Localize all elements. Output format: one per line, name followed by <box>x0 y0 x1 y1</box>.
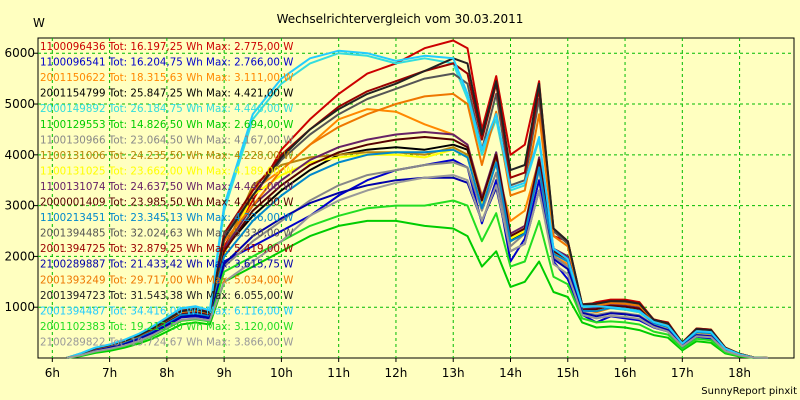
series-lines <box>66 39 769 359</box>
legend-entry: 2001393249 Tot: 29.717,00 Wh Max: 5.034,… <box>40 274 293 286</box>
legend-entry: 1100131074 Tot: 24.637,50 Wh Max: 4.442,… <box>40 181 293 193</box>
legend-entry: 1100131006 Tot: 24.235,50 Wh Max: 4.228,… <box>40 150 293 162</box>
x-tick-label: 17h <box>671 366 694 380</box>
x-tick-label: 16h <box>614 366 637 380</box>
series-line-16 <box>66 57 769 359</box>
legend-entry: 2000149892 Tot: 26.184,75 Wh Max: 4.446,… <box>40 103 293 115</box>
legend-entry: 2001154799 Tot: 25.847,25 Wh Max: 4.421,… <box>40 88 293 100</box>
legend-entry: 2000001409 Tot: 23.985,50 Wh Max: 4.411,… <box>40 197 293 209</box>
series-line-19 <box>66 174 769 359</box>
x-tick-label: 15h <box>556 366 579 380</box>
legend-entry: 2001394723 Tot: 31.543,38 Wh Max: 6.055,… <box>40 290 293 302</box>
y-tick-label: 5000 <box>4 97 35 111</box>
x-tick-label: 13h <box>442 366 465 380</box>
legend-entry: 2001394725 Tot: 32.879,25 Wh Max: 5.419,… <box>40 243 293 255</box>
y-tick-label: 2000 <box>4 249 35 263</box>
legend-entry: 1100130966 Tot: 23.064,50 Wh Max: 4.167,… <box>40 134 293 146</box>
x-tick-label: 9h <box>217 366 232 380</box>
legend-entry: 1100096436 Tot: 16.197,25 Wh Max: 2.775,… <box>40 41 293 53</box>
x-tick-label: 8h <box>159 366 174 380</box>
x-tick-label: 11h <box>327 366 350 380</box>
x-tick-label: 7h <box>102 366 117 380</box>
legend-entry: 2100289822 Tot: 19.724,67 Wh Max: 3.866,… <box>40 336 293 348</box>
y-tick-label: 3000 <box>4 199 35 213</box>
legend-entry: 2001102383 Tot: 19.213,50 Wh Max: 3.120,… <box>40 321 293 333</box>
footer-credit: SunnyReport pinxit <box>701 386 797 397</box>
x-tick-label: 12h <box>385 366 408 380</box>
x-tick-label: 6h <box>45 366 60 380</box>
legend-entry: 1100213451 Tot: 23.345,13 Wh Max: 4.236,… <box>40 212 293 224</box>
y-tick-label: 4000 <box>4 148 35 162</box>
x-tick-label: 18h <box>728 366 751 380</box>
y-axis-ticks: 1000 2000 3000 4000 5000 6000 <box>4 46 38 314</box>
legend-entry: 2001394487 Tot: 34.416,00 Wh Max: 6.116,… <box>40 305 293 317</box>
legend-entry: 1100096541 Tot: 16.204,75 Wh Max: 2.766,… <box>40 57 293 69</box>
legend-entry: 1100131025 Tot: 23.662,00 Wh Max: 4.189,… <box>40 165 293 177</box>
series-line-5 <box>66 219 769 359</box>
series-line-17 <box>66 49 769 359</box>
legend-entry: 2001150622 Tot: 18.315,63 Wh Max: 3.111,… <box>40 72 293 84</box>
x-tick-label: 14h <box>499 366 522 380</box>
y-tick-label: 1000 <box>4 300 35 314</box>
plot-frame <box>37 37 795 359</box>
legend: 1100096436 Tot: 16.197,25 Wh Max: 2.775,… <box>40 41 293 348</box>
chart-title: Wechselrichtervergleich vom 30.03.2011 <box>277 12 524 26</box>
legend-entry: 2001394485 Tot: 32.024,63 Wh Max: 5.330,… <box>40 228 293 240</box>
y-tick-label: 6000 <box>4 46 35 60</box>
legend-entry: 2100289887 Tot: 21.433,42 Wh Max: 3.615,… <box>40 259 293 271</box>
y-axis-label: W <box>33 16 45 30</box>
x-tick-label: 10h <box>270 366 293 380</box>
x-axis-ticks: 6h 7h 8h 9h 10h 11h 12h 13h 14h 15h 16h 17h 18h <box>45 358 751 380</box>
legend-entry: 1100129553 Tot: 14.826,50 Wh Max: 2.694,… <box>40 119 293 131</box>
